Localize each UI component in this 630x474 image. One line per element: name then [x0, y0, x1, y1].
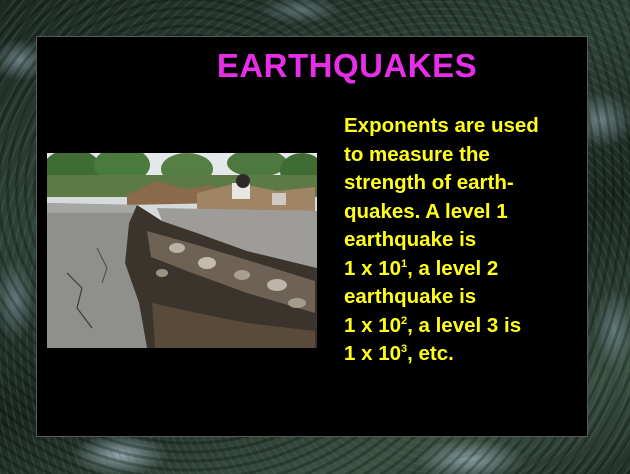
- body-line: earthquake is: [344, 228, 477, 251]
- exponent: 1: [401, 257, 408, 270]
- body-line: quakes. A level 1: [344, 199, 508, 223]
- body-line-etc: 1 x 103, etc.: [344, 340, 589, 369]
- line-rest: , etc.: [407, 342, 454, 365]
- body-line-level-3: 1 x 102, a level 3 is: [344, 312, 589, 341]
- exponent: 3: [401, 343, 408, 355]
- slide-panel: EARTHQUAKES: [36, 36, 588, 437]
- body-line-level-2: 1 x 101, a level 2: [344, 255, 589, 284]
- exponent: 2: [401, 314, 408, 327]
- body-line: strength of earth-: [344, 171, 514, 194]
- body-line: to measure the: [344, 142, 490, 166]
- power-base: 1 x 10: [344, 313, 401, 337]
- body-text: Exponents are used to measure the streng…: [344, 112, 589, 369]
- photo-drawing: [47, 153, 317, 348]
- power-base: 1 x 10: [344, 342, 401, 365]
- power-base: 1 x 10: [344, 256, 401, 280]
- earthquake-road-crack-photo: [47, 153, 317, 348]
- line-rest: , a level 2: [407, 256, 499, 280]
- slide-title: EARTHQUAKES: [216, 47, 478, 84]
- line-rest: , a level 3 is: [407, 313, 522, 337]
- body-line: earthquake is: [344, 285, 477, 308]
- body-line: Exponents are used: [344, 114, 539, 137]
